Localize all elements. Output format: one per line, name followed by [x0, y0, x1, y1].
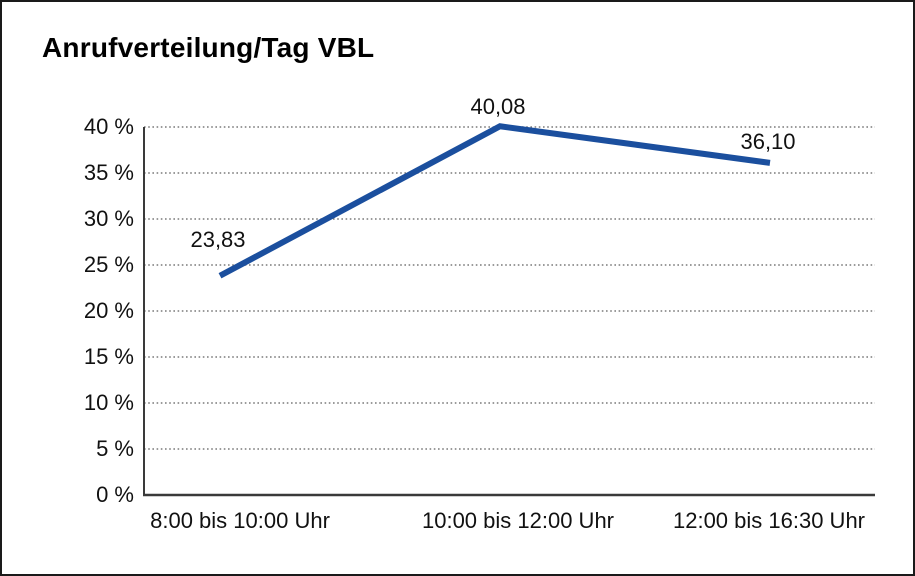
- data-line: [218, 123, 771, 279]
- x-tick-label-2: 12:00 bis 16:30 Uhr: [672, 508, 866, 533]
- x-tick-label-0: 8:00 bis 10:00 Uhr: [150, 508, 330, 533]
- datapoint-label-1: 40,08: [470, 94, 526, 120]
- y-tick-label-15: 15 %: [83, 344, 134, 369]
- axes: [143, 127, 875, 497]
- y-tick-label-10: 10 %: [83, 390, 134, 415]
- chart-title: Anrufverteilung/Tag VBL: [42, 32, 375, 63]
- y-tick-label-30: 30 %: [83, 206, 134, 231]
- datapoint-label-2: 36,10: [740, 128, 796, 154]
- y-tick-label-40: 40 %: [83, 114, 134, 139]
- gridlines: [144, 126, 875, 450]
- y-tick-label-20: 20 %: [83, 298, 134, 323]
- y-tick-label-25: 25 %: [83, 252, 134, 277]
- series-line: [218, 123, 771, 279]
- y-tick-label-0: 0 %: [96, 482, 134, 507]
- datapoint-label-0: 23,83: [190, 226, 246, 252]
- y-tick-label-5: 5 %: [96, 436, 134, 461]
- x-tick-label-1: 10:00 bis 12:00 Uhr: [421, 508, 615, 533]
- y-tick-label-35: 35 %: [83, 160, 134, 185]
